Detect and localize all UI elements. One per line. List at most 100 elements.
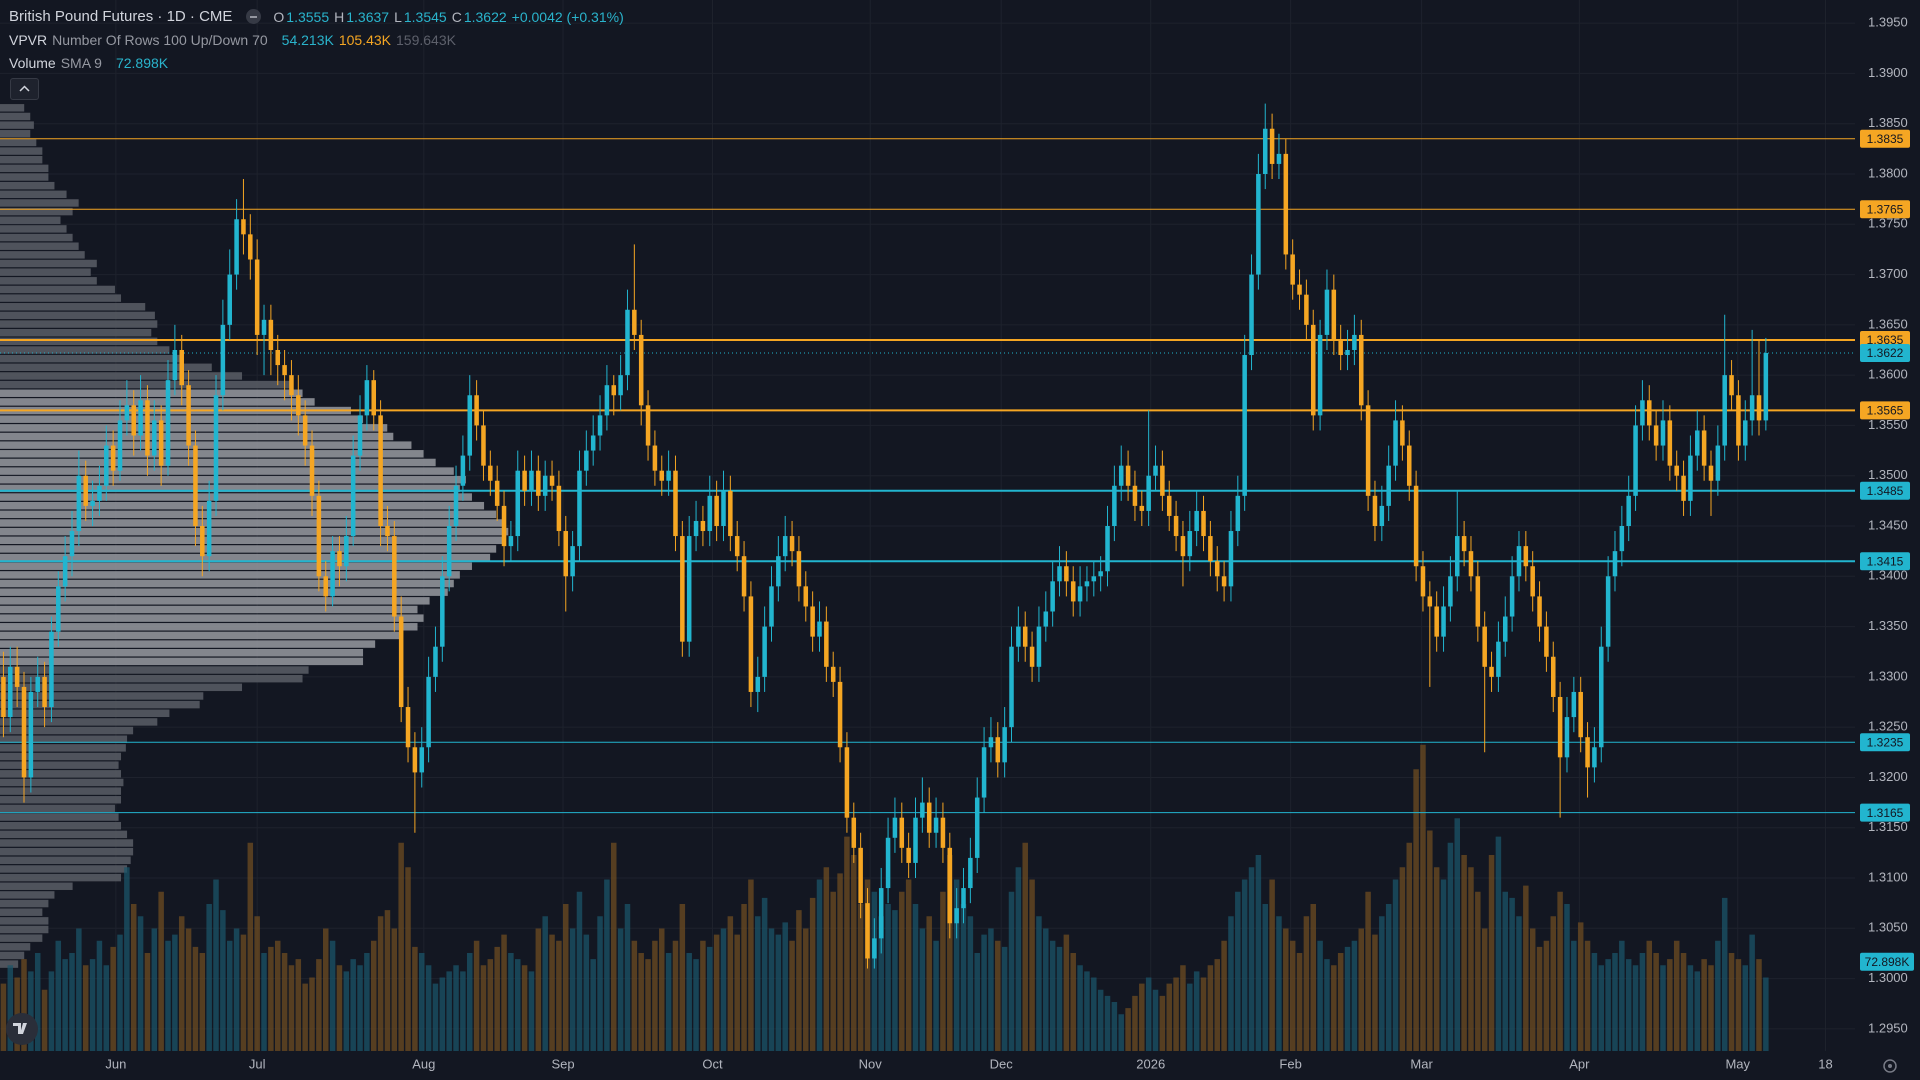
volume-bar <box>1632 965 1639 1051</box>
volume-bar <box>1488 855 1495 1051</box>
candle-body <box>940 817 946 848</box>
volume-bar <box>41 989 48 1051</box>
candle-body <box>467 395 473 456</box>
candle-body <box>1400 420 1405 446</box>
volume-bar <box>1701 959 1707 1051</box>
profile-row <box>0 683 243 692</box>
volume-bar <box>398 842 404 1051</box>
profile-row <box>0 744 126 752</box>
candle-body <box>1564 717 1570 758</box>
volume-bar <box>1276 916 1282 1051</box>
candle-body <box>330 551 335 597</box>
volume-bar <box>686 953 692 1051</box>
profile-row <box>0 311 155 320</box>
volume-bar <box>1029 879 1035 1051</box>
candle-body <box>707 495 713 532</box>
candle-body <box>947 847 953 924</box>
volume-bar <box>1159 995 1166 1051</box>
profile-row <box>0 960 19 968</box>
candle-body <box>1454 536 1460 577</box>
candle-body <box>1653 425 1659 446</box>
volume-bar <box>1673 940 1680 1051</box>
level-tag <box>1860 200 1910 219</box>
volume-bar <box>1495 836 1502 1051</box>
volume-bar <box>1653 953 1659 1051</box>
volume-bar <box>89 959 96 1051</box>
x-tick-label: Sep <box>551 1056 574 1071</box>
x-tick-label: Feb <box>1279 1056 1301 1071</box>
settings-icon[interactable] <box>1883 1059 1897 1073</box>
volume-bar <box>1084 971 1090 1051</box>
candle-body <box>21 686 27 778</box>
candle-body <box>405 707 411 748</box>
candle-body <box>1262 128 1268 174</box>
volume-bar <box>1077 965 1083 1051</box>
volume-tag <box>1860 952 1914 971</box>
volume-bar <box>1468 867 1474 1051</box>
volume-bar <box>1235 891 1241 1051</box>
volume-bar <box>981 934 987 1051</box>
candle-body <box>1695 430 1700 456</box>
candle-body <box>981 747 987 798</box>
candle-body <box>1221 576 1227 587</box>
candle-body <box>776 556 781 587</box>
candle-body <box>494 480 500 506</box>
candle-body <box>124 405 130 421</box>
gear-ring[interactable] <box>1883 1059 1897 1073</box>
level-tag <box>1860 401 1910 420</box>
volume-bar <box>55 940 62 1051</box>
volume-bar <box>117 934 123 1051</box>
candle-body <box>1420 566 1426 597</box>
axes: 1.2950 1.3000 1.3050 1.3100 1.3150 1.3200 1.32… <box>105 15 1914 1071</box>
candle-body <box>1674 465 1679 476</box>
candle-body <box>28 691 34 778</box>
profile-row <box>0 735 128 743</box>
volume-bar <box>1187 983 1193 1051</box>
candle-body <box>1619 526 1625 552</box>
volume-bar <box>1667 959 1673 1051</box>
candle-body <box>1180 536 1186 557</box>
x-tick-label: Jul <box>249 1056 266 1071</box>
volume-bar <box>535 928 542 1051</box>
volume-bar <box>796 910 802 1051</box>
hide-icon[interactable] <box>250 15 258 18</box>
symbol-row: British Pound Futures · 1D · CME O 1.355… <box>9 5 629 28</box>
candle-body <box>1599 646 1604 748</box>
volume-bar <box>1310 904 1316 1051</box>
candle-body <box>254 259 260 335</box>
levels <box>0 138 1855 814</box>
volume-bar <box>233 928 240 1051</box>
volume-bar <box>0 983 7 1051</box>
hide-button[interactable] <box>246 9 262 24</box>
profile-row <box>0 233 73 242</box>
candle-body <box>810 606 815 637</box>
ohlc-key: O <box>273 8 285 25</box>
candle-body <box>1592 747 1597 768</box>
volume-bar <box>165 940 171 1051</box>
chevron-path[interactable] <box>19 85 30 92</box>
profile-row <box>0 346 170 354</box>
candle-body <box>645 405 651 446</box>
candle-body <box>1427 596 1433 607</box>
volume-bar <box>281 953 288 1051</box>
collapse-button[interactable] <box>10 78 39 100</box>
indicator-value: 105.43K <box>338 31 392 48</box>
volume-bar <box>1296 953 1303 1051</box>
volume-bar <box>425 965 432 1051</box>
candle-body <box>961 888 966 909</box>
chevron[interactable] <box>11 79 38 99</box>
gear-center[interactable] <box>1888 1064 1892 1068</box>
candle-body <box>988 737 994 748</box>
candle-body <box>1290 254 1295 285</box>
candle-body <box>968 857 973 889</box>
profile-row <box>0 484 460 493</box>
candle-body <box>1667 420 1673 466</box>
y-tick-label: 1.3350 <box>1868 618 1908 633</box>
x-tick-label: 18 <box>1818 1056 1832 1071</box>
candle-body <box>1749 395 1755 421</box>
candle-body <box>419 747 425 773</box>
y-tick-label: 1.3700 <box>1868 266 1908 281</box>
candle-body <box>1756 395 1762 421</box>
profile-row <box>0 121 34 129</box>
volume-bar <box>1324 959 1330 1051</box>
